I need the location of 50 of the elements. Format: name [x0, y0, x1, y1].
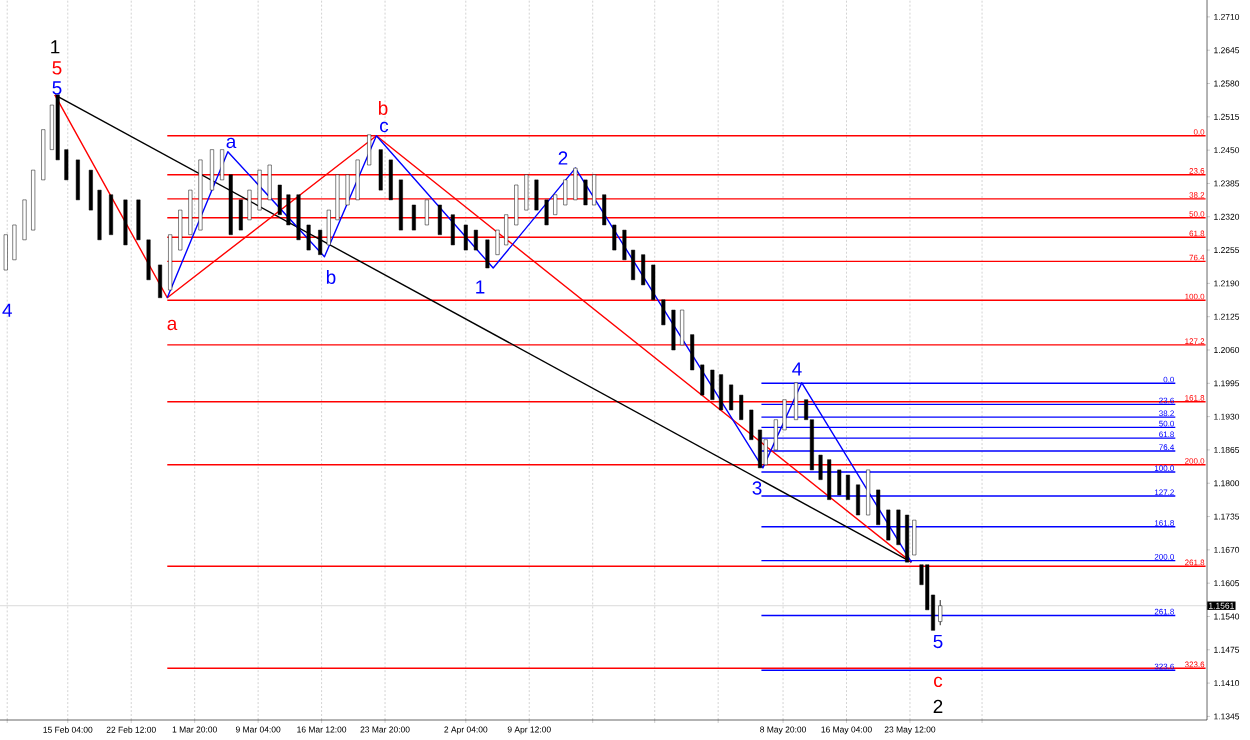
- y-tick-label: 1.2710: [1214, 13, 1240, 20]
- annotation: 1: [476, 280, 485, 294]
- annotation: 4: [2, 303, 12, 317]
- y-tick-label: 1.1995: [1214, 380, 1240, 387]
- y-tick-label: 1.2255: [1214, 247, 1240, 254]
- y-tick-label: 1.2450: [1214, 147, 1240, 154]
- x-tick-label: 22 Feb 12:00: [106, 726, 156, 733]
- annotation: 1: [51, 40, 60, 54]
- x-tick-label: 9 Mar 04:00: [235, 726, 281, 733]
- annotation: c: [380, 121, 389, 133]
- y-tick-label: 1.1800: [1214, 480, 1240, 487]
- y-tick-label: 1.1735: [1214, 513, 1240, 520]
- y-tick-label: 1.1865: [1214, 446, 1240, 453]
- annotation: 2: [933, 699, 943, 713]
- y-tick-label: 1.1930: [1214, 413, 1240, 420]
- x-tick-label: 23 May 12:00: [884, 726, 936, 735]
- y-tick-label: 1.1670: [1214, 546, 1240, 553]
- x-tick-label: 16 May 04:00: [821, 726, 872, 735]
- ref-line-label: 1.1561: [1209, 602, 1234, 609]
- annotation: b: [378, 101, 388, 115]
- x-tick-label: 2 Apr 04:00: [444, 726, 488, 735]
- y-tick-label: 1.2190: [1214, 280, 1240, 287]
- annotation: 2: [558, 151, 568, 165]
- y-tick-label: 1.2515: [1214, 113, 1240, 120]
- x-tick-label: 15 Feb 04:00: [43, 726, 93, 733]
- y-tick-label: 1.1410: [1214, 680, 1240, 687]
- y-tick-label: 1.2320: [1214, 213, 1240, 220]
- annotation: 5: [52, 61, 62, 75]
- y-tick-label: 1.1475: [1214, 646, 1240, 653]
- x-tick-label: 8 May 20:00: [760, 726, 807, 735]
- y-tick-label: 1.2385: [1214, 180, 1240, 187]
- x-tick-label: 16 Mar 12:00: [297, 726, 347, 733]
- annotation: 5: [52, 81, 62, 95]
- y-tick-label: 1.2645: [1214, 47, 1240, 54]
- y-tick-label: 1.1345: [1214, 713, 1240, 720]
- annotation: 3: [752, 481, 762, 495]
- x-tick-label: 23 Mar 20:00: [360, 726, 410, 733]
- y-tick-label: 1.1605: [1214, 580, 1240, 587]
- y-tick-label: 1.2060: [1214, 347, 1240, 353]
- annotation: 5: [933, 634, 943, 649]
- annotation: a: [226, 137, 237, 149]
- y-tick-label: 1.2580: [1214, 80, 1240, 87]
- y-tick-label: 1.2125: [1214, 313, 1240, 320]
- y-tick-label: 1.1540: [1214, 613, 1240, 620]
- x-tick-label: 9 Apr 12:00: [507, 726, 551, 735]
- annotation: c: [934, 676, 943, 688]
- x-tick-label: 1 Mar 20:00: [172, 726, 217, 733]
- annotation: 4: [792, 362, 802, 376]
- annotation: b: [326, 270, 336, 284]
- annotation: a: [167, 319, 178, 331]
